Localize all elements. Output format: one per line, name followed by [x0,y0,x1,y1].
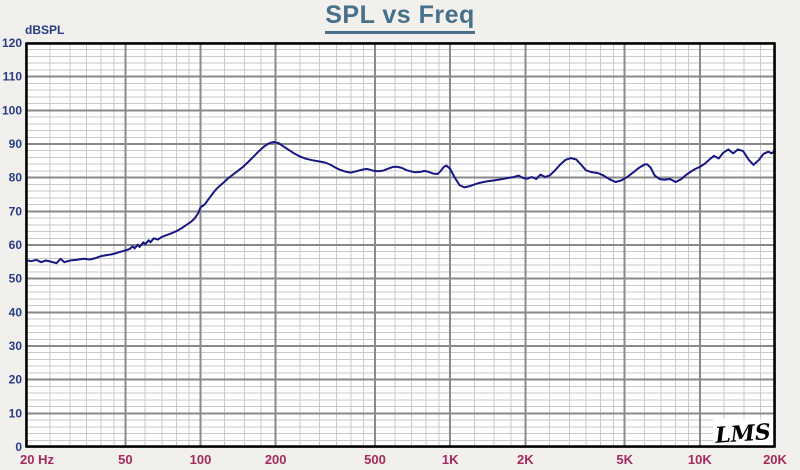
y-tick-label: 100 [2,103,22,117]
lms-logo-text: LMS [713,419,771,449]
x-tick-label: 50 [118,452,132,467]
y-tick-label: 20 [9,373,23,387]
y-tick-label: 90 [9,137,23,151]
x-tick-label: 10K [688,452,712,467]
x-tick-label: 2K [517,452,534,467]
x-tick-label: 20 Hz [20,452,54,467]
y-tick-label: 0 [15,440,22,454]
x-tick-label: 200 [265,452,287,467]
x-tick-label: 1K [442,452,459,467]
y-tick-label: 40 [9,305,23,319]
title-bar: SPL vs Freq [0,0,800,34]
x-tick-label: 100 [190,452,212,467]
y-tick-label: 30 [9,339,23,353]
x-tick-label: 5K [616,452,633,467]
y-tick-label: 60 [9,238,23,252]
y-tick-label: 120 [2,36,22,50]
y-tick-label: 80 [9,171,23,185]
y-tick-label: 70 [9,204,23,218]
spl-curve [25,141,776,265]
x-tick-labels: 20 Hz 50 100 200 500 1K 2K 5K 10K 20K [20,452,788,467]
y-tick-label: 110 [3,70,23,84]
y-axis-unit-label: dBSPL [25,23,65,37]
chart-title: SPL vs Freq [325,1,475,34]
x-tick-label: 20K [763,452,787,467]
y-tick-label: 10 [9,406,23,420]
plot-frame [25,42,776,448]
y-tick-label: 50 [9,272,23,286]
lms-logo-box [713,419,773,446]
x-tick-label: 500 [364,452,386,467]
